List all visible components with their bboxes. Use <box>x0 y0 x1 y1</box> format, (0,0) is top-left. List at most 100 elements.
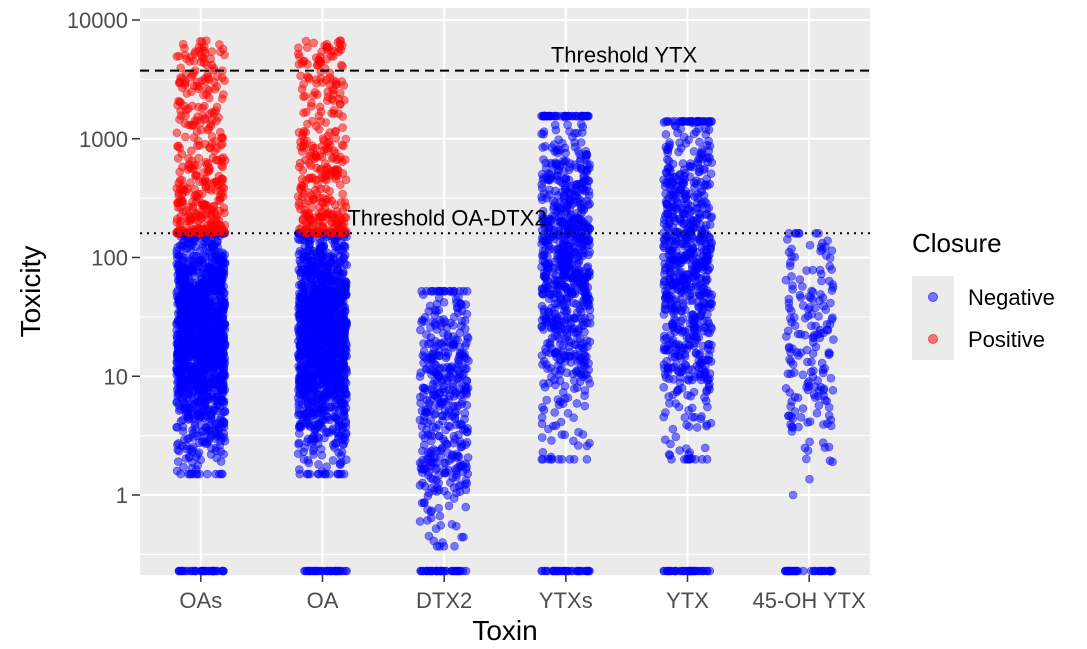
data-point <box>449 340 459 350</box>
data-point <box>195 246 205 256</box>
data-point <box>182 54 191 64</box>
data-point <box>417 317 426 327</box>
data-point <box>181 454 191 463</box>
data-point <box>178 162 187 172</box>
data-point <box>212 82 221 91</box>
data-point <box>219 203 229 213</box>
data-point <box>540 382 550 392</box>
data-point <box>552 316 562 326</box>
data-point <box>309 444 319 453</box>
data-point <box>415 392 425 402</box>
data-point <box>421 405 431 414</box>
data-point <box>183 341 192 351</box>
data-point <box>441 566 451 576</box>
data-point <box>543 252 552 262</box>
data-point <box>179 462 188 472</box>
data-point <box>416 566 426 576</box>
data-point <box>174 251 184 261</box>
data-point <box>445 422 455 432</box>
data-point <box>332 323 341 333</box>
data-point <box>172 184 181 193</box>
data-point <box>335 394 345 404</box>
data-point <box>186 178 195 187</box>
data-point <box>210 334 219 344</box>
data-point <box>196 455 205 465</box>
data-point <box>217 360 227 369</box>
data-point <box>172 325 181 335</box>
data-point <box>172 128 182 138</box>
data-point <box>314 433 324 443</box>
data-point <box>572 399 582 408</box>
data-point <box>200 115 209 124</box>
data-point <box>324 369 334 379</box>
data-point <box>583 290 593 300</box>
data-point <box>299 143 309 152</box>
data-point <box>539 304 549 314</box>
data-point <box>443 362 452 372</box>
data-point <box>539 130 548 139</box>
data-point <box>323 386 333 396</box>
data-point <box>558 138 567 148</box>
data-point <box>180 273 190 283</box>
data-point <box>192 320 201 330</box>
data-point <box>335 39 345 49</box>
data-point <box>300 199 310 208</box>
data-point <box>305 240 315 249</box>
data-point <box>541 566 551 576</box>
data-point <box>418 478 427 488</box>
data-point <box>543 338 552 348</box>
data-point <box>179 257 189 266</box>
data-point <box>198 53 207 63</box>
data-point <box>565 196 575 205</box>
data-point <box>219 264 228 273</box>
data-point <box>537 288 547 298</box>
data-point <box>572 180 582 189</box>
data-point <box>333 469 343 479</box>
data-point <box>207 228 217 238</box>
data-point <box>569 436 578 446</box>
data-point <box>172 357 182 367</box>
data-point <box>214 248 224 257</box>
data-point <box>302 566 312 576</box>
data-point <box>541 314 551 323</box>
data-point <box>319 241 329 251</box>
data-point <box>556 417 566 427</box>
data-point <box>569 413 578 423</box>
data-point <box>311 392 321 402</box>
data-point <box>185 404 194 413</box>
data-point <box>321 329 331 338</box>
data-point <box>550 408 560 417</box>
data-point <box>172 466 182 476</box>
data-point <box>584 176 594 186</box>
data-point <box>337 447 347 457</box>
data-point <box>203 159 213 168</box>
data-point <box>199 395 208 405</box>
data-point <box>327 360 337 370</box>
data-point <box>548 211 557 221</box>
data-point <box>181 77 190 87</box>
data-point <box>459 286 468 296</box>
data-point <box>206 450 216 459</box>
data-point <box>419 383 429 393</box>
data-point <box>330 172 340 181</box>
data-point <box>442 351 451 361</box>
data-point <box>455 384 465 394</box>
data-point <box>585 224 595 234</box>
data-point <box>297 350 306 360</box>
data-point <box>562 306 572 316</box>
data-point <box>429 286 439 296</box>
data-point <box>173 457 183 466</box>
data-point <box>336 348 345 358</box>
data-point <box>202 206 212 215</box>
data-point <box>342 260 352 270</box>
data-point <box>194 153 203 163</box>
data-point <box>554 454 563 464</box>
data-point <box>205 382 214 392</box>
data-point <box>190 191 199 201</box>
data-point <box>341 366 351 375</box>
data-point <box>295 158 305 168</box>
data-point <box>314 55 324 65</box>
data-point <box>193 411 202 421</box>
data-point <box>205 285 215 295</box>
data-point <box>179 331 188 341</box>
